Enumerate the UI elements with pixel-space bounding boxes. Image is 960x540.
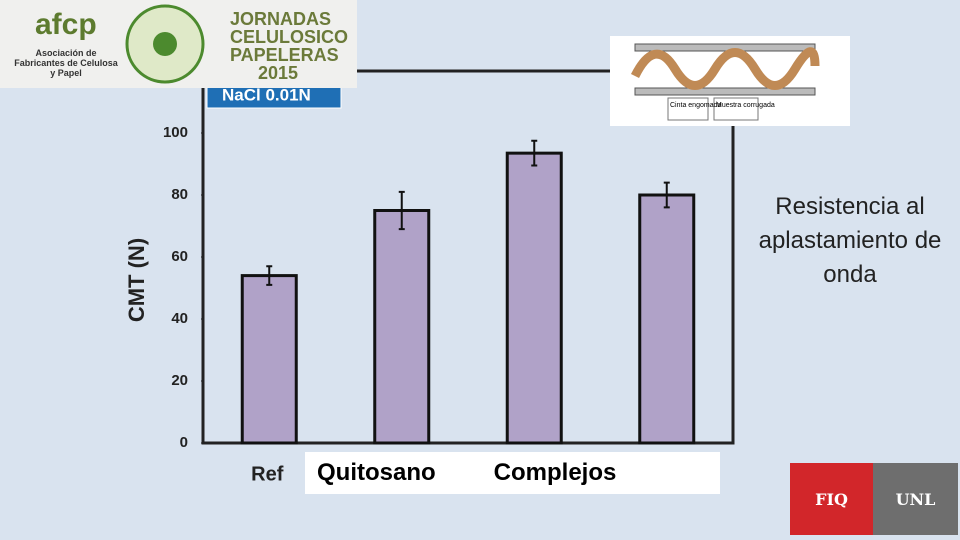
diagram-label: Muestra corrugada: [716, 102, 775, 109]
org-short: afcp: [35, 8, 97, 41]
error-bar: [531, 139, 538, 167]
y-tick-label: 0: [180, 434, 188, 451]
bar: [505, 151, 563, 445]
event-line: 2015: [258, 63, 299, 83]
org-name: Asociación de Fabricantes de Celulosa y …: [14, 48, 118, 78]
y-tick-label: 80: [171, 186, 188, 203]
logo-unl: UNL: [873, 463, 958, 535]
group-label: Quitosano: [317, 459, 436, 486]
group-labels: Quitosano Complejos: [305, 452, 720, 494]
side-text: Resistencia al aplastamiento de onda: [758, 193, 942, 288]
header-logos: afcp Asociación de Fabricantes de Celulo…: [0, 0, 357, 88]
y-axis-label: CMT (N): [124, 238, 149, 322]
bar: [373, 209, 431, 445]
group-label: Complejos: [493, 459, 617, 486]
event-line: CELULOSICO: [230, 27, 349, 47]
error-bar: [663, 181, 670, 209]
legend-label: NaCl 0.01N: [222, 85, 311, 104]
event-line: PAPELERAS: [230, 45, 339, 65]
diagram-label: Cinta engomada: [670, 102, 721, 109]
y-tick-label: 20: [171, 372, 188, 389]
error-bar: [266, 265, 273, 286]
x-tick-label: Ref: [251, 463, 284, 485]
event-line: JORNADAS: [230, 9, 332, 29]
y-tick-label: 40: [171, 310, 188, 327]
y-tick-label: 100: [163, 124, 188, 141]
diagram-art: Cinta engomada Muestra corrugada: [630, 43, 820, 121]
y-tick-label: 60: [171, 248, 188, 265]
logo-fiq: FIQ: [790, 463, 873, 535]
diagram: Cinta engomada Muestra corrugada: [610, 36, 850, 126]
bar: [638, 193, 696, 445]
event-title: JORNADAS CELULOSICO PAPELERAS 2015: [230, 10, 348, 82]
error-bar: [398, 190, 405, 231]
bar: [240, 274, 298, 445]
emblem: [125, 4, 205, 84]
